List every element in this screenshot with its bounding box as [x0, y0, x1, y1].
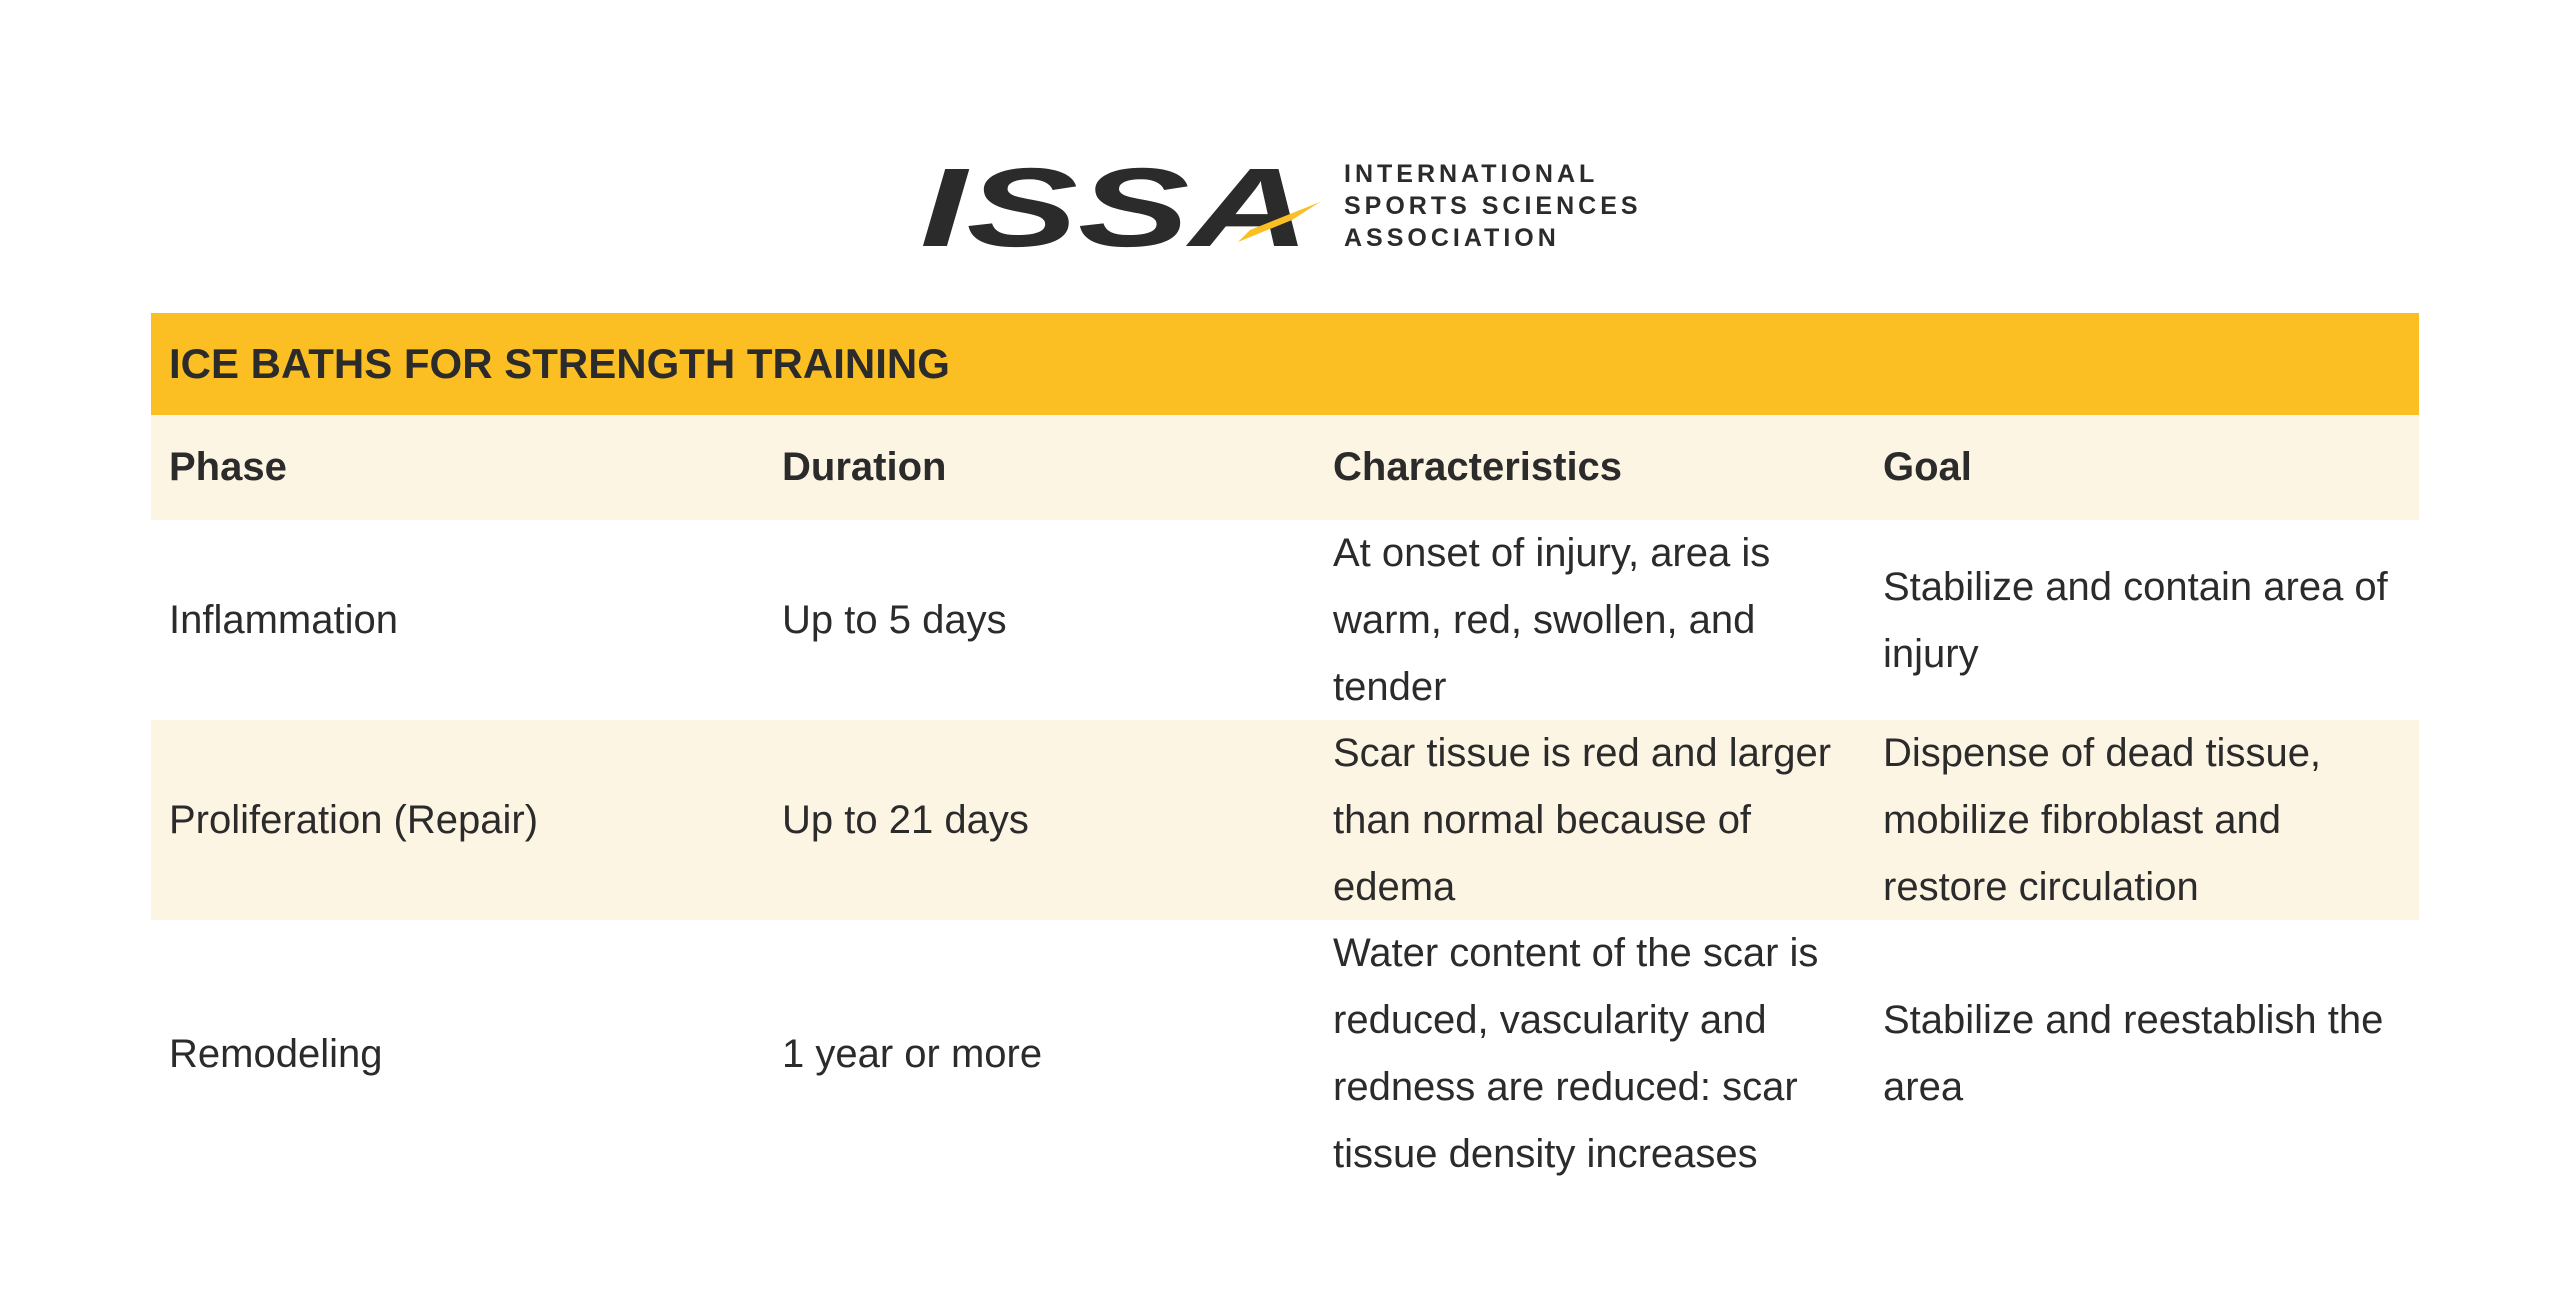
table-cell: Scar tissue is red and larger than norma… [1333, 731, 1832, 909]
table-row: Proliferation (Repair) Up to 21 days Scar … [151, 720, 2419, 920]
header-row: Phase Duration Characteristics Goal [151, 415, 2419, 520]
column-header: Phase [169, 445, 287, 489]
table-cell: Inflammation [169, 598, 398, 642]
table-cell: At onset of injury, area is warm, red, s… [1333, 531, 1771, 709]
table-cell: Remodeling [169, 1031, 383, 1076]
table-cell: Stabilize and contain area of injury [1883, 564, 2388, 676]
logo-line: SPORTS SCIENCES [1344, 192, 1642, 220]
table-cell: Proliferation (Repair) [169, 798, 539, 842]
table-title: ICE BATHS FOR STRENGTH TRAINING [151, 313, 2419, 415]
table-cell: Water content of the scar is reduced, va… [1333, 931, 1819, 1176]
logo-text: INTERNATIONAL SPORTS SCIENCES ASSOCIATIO… [1344, 158, 1642, 254]
column-header: Characteristics [1333, 445, 1623, 489]
column-header: Goal [1883, 445, 1972, 489]
table-cell: Dispense of dead tissue, mobilize fibrob… [1883, 731, 2322, 909]
logo-line: INTERNATIONAL [1344, 160, 1599, 188]
logo-mark: ISSA [920, 150, 1310, 260]
table-row: Inflammation Up to 5 days At onset of inju… [151, 520, 2419, 720]
logo: ISSA [920, 150, 1320, 260]
table-cell: Up to 5 days [782, 598, 1007, 642]
logo-swoosh [1238, 202, 1320, 242]
table-cell: Up to 21 days [782, 798, 1029, 842]
table-cell: Stabilize and reestablish the area [1883, 998, 2384, 1109]
table-cell: 1 year or more [782, 1031, 1043, 1076]
logo-line: ASSOCIATION [1344, 224, 1560, 252]
column-header: Duration [782, 445, 947, 489]
table: ICE BATHS FOR STRENGTH TRAINING Phase Dur… [151, 313, 2419, 1188]
table-row: Remodeling 1 year or more Water content of… [151, 920, 2419, 1188]
